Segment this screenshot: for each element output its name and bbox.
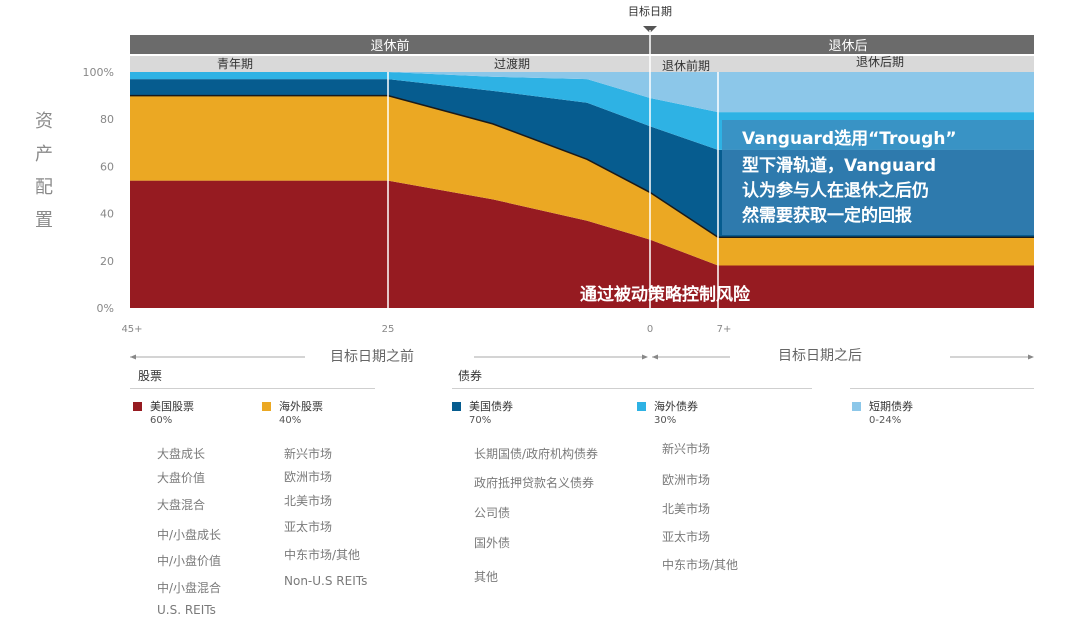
x-tick-label: 7+ xyxy=(717,324,732,335)
arrow-right-icon xyxy=(1028,354,1034,360)
legend-sub: 欧洲市场 xyxy=(284,470,333,484)
legend-sub: 欧洲市场 xyxy=(662,473,711,487)
y-tick-label: 100% xyxy=(83,66,114,79)
legend-item-pct: 60% xyxy=(150,415,173,426)
phase-label-youth: 青年期 xyxy=(217,57,253,71)
y-label-char-3: 配 xyxy=(35,177,53,198)
target-date-label: 目标日期 xyxy=(628,4,672,18)
legend-sub: U.S. REITs xyxy=(157,603,216,617)
y-tick-label: 80 xyxy=(100,113,114,126)
legend-sub: 中/小盘混合 xyxy=(157,581,222,595)
legend-sub: 新兴市场 xyxy=(662,442,711,456)
legend-item-name: 海外债券 xyxy=(654,400,698,413)
x-tick-label: 0 xyxy=(647,324,653,335)
target-date-marker-icon xyxy=(643,26,657,33)
legend-sub: 新兴市场 xyxy=(284,447,333,461)
legend-item-intl-equity: 海外股票 40% xyxy=(262,400,323,428)
legend-sub: 公司债 xyxy=(474,506,511,520)
y-label-char-4: 置 xyxy=(35,210,53,231)
area-series-5 xyxy=(130,72,1034,113)
y-tick-label: 0% xyxy=(97,302,114,315)
legend-sub: 中东市场/其他 xyxy=(662,558,739,572)
legend-rule xyxy=(850,388,1034,389)
legend-sub: 中/小盘成长 xyxy=(157,528,222,542)
arrow-right-icon xyxy=(642,354,648,360)
legend-item-name: 美国债券 xyxy=(469,400,513,413)
annotation-line-2: 型下滑轨道，Vanguard xyxy=(742,155,936,176)
legend-item-name: 美国股票 xyxy=(150,400,194,413)
band-post-retirement xyxy=(650,35,1034,54)
legend-item-pct: 0-24% xyxy=(869,415,902,426)
annotation-line-3: 认为参与人在退休之后仍 xyxy=(742,180,929,201)
legend-sub: 中/小盘价值 xyxy=(157,554,222,568)
y-axis-label: 资 产 配 置 xyxy=(35,111,53,231)
band-label-post: 退休后 xyxy=(828,39,867,54)
annotation-line-1: Vanguard选用“Trough” xyxy=(742,129,957,149)
legend-swatch xyxy=(852,402,861,411)
y-label-char-1: 资 xyxy=(35,111,53,132)
legend-sub: Non-U.S REITs xyxy=(284,574,368,588)
legend-item-pct: 30% xyxy=(654,415,677,426)
legend-sub: 中东市场/其他 xyxy=(284,548,361,562)
caption-before-target: 目标日期之前 xyxy=(330,349,414,365)
arrow-left-icon xyxy=(652,354,658,360)
legend-item-intl-bond: 海外债券 30% xyxy=(637,400,698,428)
legend-sub: 政府抵押贷款名义债券 xyxy=(474,476,595,490)
legend-swatch xyxy=(262,402,271,411)
annotation-box xyxy=(722,120,1034,235)
legend-swatch xyxy=(133,402,142,411)
legend-item-pct: 40% xyxy=(279,415,302,426)
legend-item-short-bond: 短期债券 0-24% xyxy=(852,400,913,428)
band-pre-retirement xyxy=(130,35,650,54)
y-label-char-2: 产 xyxy=(35,144,53,165)
legend-item-name: 海外股票 xyxy=(279,400,323,413)
legend-sub: 大盘价值 xyxy=(157,471,206,485)
legend-sub: 北美市场 xyxy=(662,502,711,516)
legend-swatch xyxy=(637,402,646,411)
arrow-left-icon xyxy=(130,354,136,360)
legend-rule xyxy=(452,388,812,389)
annotation-bottom: 通过被动策略控制风险 xyxy=(580,284,751,305)
band-phases xyxy=(130,56,1034,72)
legend-swatch xyxy=(452,402,461,411)
phase-label-early-retirement: 退休前期 xyxy=(662,58,710,73)
legend-sub: 国外债 xyxy=(474,536,511,550)
legend-sub: 长期国债/政府机构债券 xyxy=(474,447,599,461)
legend-group-title-bond: 债券 xyxy=(458,369,483,383)
y-tick-labels: 100% 80 60 40 20 0% xyxy=(83,66,114,315)
legend-item-name: 短期债券 xyxy=(869,400,913,413)
area-series-1 xyxy=(130,180,1034,308)
caption-after-target: 目标日期之后 xyxy=(778,348,862,364)
phase-label-transition: 过渡期 xyxy=(494,56,530,71)
legend-sub: 北美市场 xyxy=(284,494,333,508)
legend-sub: 大盘混合 xyxy=(157,498,206,512)
x-tick-label: 45+ xyxy=(121,324,142,335)
legend-rule xyxy=(130,388,375,389)
annotation-line-4: 然需要获取一定的回报 xyxy=(742,205,912,226)
y-tick-label: 20 xyxy=(100,255,114,268)
axis-caption-arrows xyxy=(130,354,1034,360)
area-series-2 xyxy=(130,95,1034,266)
glide-path-chart: 退休前 退休后 青年期 过渡期 退休前期 退休后期 目标日期 Vanguard选… xyxy=(35,4,1034,335)
legend-sub: 亚太市场 xyxy=(662,530,711,544)
legend-item-pct: 70% xyxy=(469,415,492,426)
x-tick-label: 25 xyxy=(382,324,395,335)
legend-item-us-bond: 美国债券 70% xyxy=(452,400,513,428)
legend-sub: 亚太市场 xyxy=(284,520,333,534)
legend-group-title-equity: 股票 xyxy=(138,369,163,383)
legend-sub: 大盘成长 xyxy=(157,447,206,461)
legend-sub: 其他 xyxy=(474,570,499,584)
legend-item-us-equity: 美国股票 60% xyxy=(133,400,194,428)
phase-label-late-retirement: 退休后期 xyxy=(856,55,904,69)
y-tick-label: 40 xyxy=(100,208,114,221)
band-label-pre: 退休前 xyxy=(370,38,409,54)
y-tick-label: 60 xyxy=(100,160,114,173)
